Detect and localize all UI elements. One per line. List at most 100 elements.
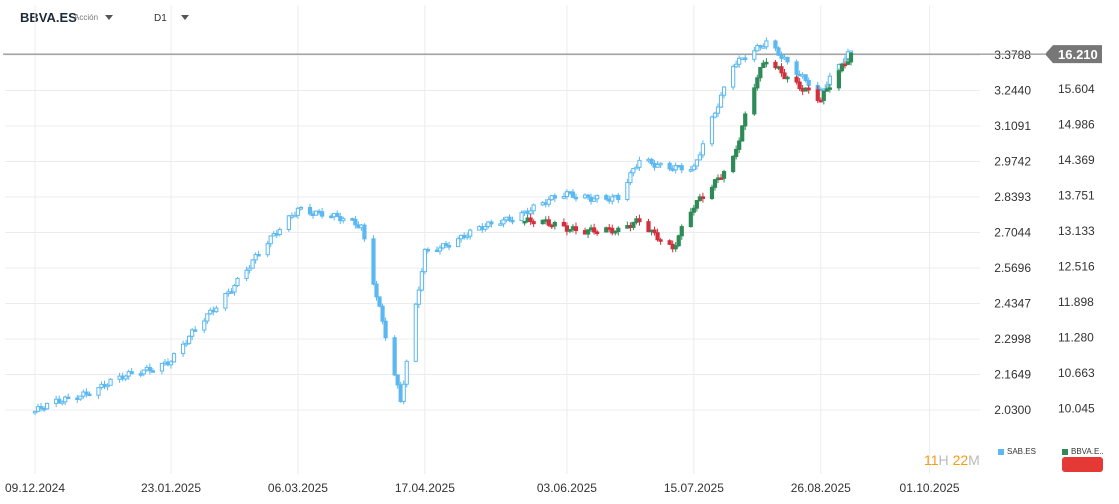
SAB.ES-candle: [731, 66, 736, 88]
SAB.ES-candle: [268, 235, 273, 245]
BBVA.ES-candle: [815, 89, 820, 101]
BBVA.ES-candle: [552, 221, 557, 227]
left-axis-tick: 3.2440: [994, 83, 1031, 97]
SAB.ES-candle: [57, 398, 62, 404]
SAB.ES-candle: [697, 154, 702, 161]
SAB.ES-candle: [519, 212, 524, 222]
SAB.ES-candle: [715, 106, 721, 114]
symbol-dropdown-icon[interactable]: [105, 15, 113, 20]
SAB.ES-candle: [531, 204, 536, 212]
BBVA.ES-candle: [595, 231, 600, 235]
SAB.ES-candle: [528, 210, 533, 215]
candle-timer: 11H 22M: [924, 452, 980, 468]
left-axis-tick: 2.8393: [994, 190, 1031, 204]
SAB.ES-candle: [755, 45, 760, 52]
right-axis-tick: 13.133: [1058, 224, 1095, 238]
SAB.ES-candle: [335, 212, 340, 217]
SAB.ES-candle: [564, 191, 570, 198]
BBVA.ES-candle: [531, 221, 536, 225]
SAB.ES-candle: [413, 303, 418, 362]
SAB.ES-candle: [159, 362, 165, 372]
legend-bbva-swatch: [1062, 448, 1068, 455]
SAB.ES-candle: [202, 320, 207, 331]
right-axis-tick: 10.663: [1058, 366, 1095, 380]
BBVA.ES-candle: [782, 72, 787, 80]
BBVA.ES-candle: [564, 225, 570, 232]
legend-sab[interactable]: SAB.ES: [998, 447, 1036, 456]
SAB.ES-candle: [737, 57, 742, 65]
SAB.ES-candle: [190, 329, 195, 337]
SAB.ES-candle: [66, 396, 71, 400]
SAB.ES-candle: [625, 182, 630, 200]
BBVA.ES-candle: [821, 90, 826, 101]
SAB.ES-candle: [510, 219, 515, 223]
left-axis-tick: 2.5696: [994, 261, 1031, 275]
SAB.ES-candle: [401, 383, 406, 402]
SAB.ES-candle: [374, 283, 379, 298]
SAB.ES-candle: [773, 40, 778, 49]
BBVA.ES-candle: [836, 70, 842, 89]
SAB.ES-candle: [171, 353, 177, 363]
right-axis-tick: 13.751: [1058, 188, 1095, 202]
SAB.ES-candle: [483, 226, 488, 230]
SAB.ES-candle: [108, 378, 113, 386]
SAB.ES-candle: [468, 229, 473, 237]
left-axis-tick: 3.1091: [994, 119, 1031, 133]
SAB.ES-candle: [507, 216, 512, 221]
BBVA.ES-candle: [676, 235, 681, 247]
right-axis-tick: 15.604: [1058, 82, 1095, 96]
timer-minutes-unit: M: [968, 452, 980, 468]
SAB.ES-candle: [235, 277, 240, 287]
SAB.ES-candle: [552, 195, 557, 199]
x-axis-tick: 01.10.2025: [900, 481, 960, 495]
SAB.ES-candle: [658, 162, 663, 166]
symbol-type: Acción: [74, 13, 99, 22]
timer-hours: 11: [924, 452, 939, 468]
left-axis-tick: 3.3788: [994, 48, 1031, 62]
SAB.ES-candle: [761, 46, 766, 49]
BBVA.ES-candle: [616, 227, 621, 232]
SAB.ES-candle: [631, 167, 636, 174]
SAB.ES-candle: [437, 247, 443, 252]
BBVA.ES-candle: [522, 220, 527, 224]
right-axis-tick: 12.516: [1058, 259, 1095, 273]
BBVA.ES-candle: [773, 61, 778, 69]
SAB.ES-candle: [205, 313, 210, 322]
timeframe-dropdown-icon[interactable]: [181, 15, 189, 20]
BBVA.ES-candle: [694, 200, 699, 209]
BBVA.ES-candle: [573, 226, 579, 232]
BBVA.ES-candle: [652, 229, 657, 234]
BBVA.ES-candle: [528, 217, 533, 223]
SAB.ES-candle: [292, 214, 298, 218]
BBVA.ES-candle: [764, 61, 769, 65]
SAB.ES-candle: [456, 238, 461, 248]
SAB.ES-candle: [214, 307, 219, 313]
SAB.ES-candle: [380, 305, 385, 322]
BBVA.ES-candle: [646, 221, 651, 233]
legend-bbva[interactable]: BBVA.E..: [1062, 447, 1104, 456]
SAB.ES-candle: [371, 238, 376, 285]
SAB.ES-candle: [585, 194, 591, 198]
BBVA.ES-candle: [613, 230, 618, 234]
BBVA.ES-candle: [797, 81, 802, 90]
SAB.ES-candle: [419, 271, 424, 291]
SAB.ES-candle: [604, 195, 609, 200]
BBVA.ES-candle: [827, 87, 832, 90]
BBVA.ES-candle: [679, 226, 684, 237]
BBVA.ES-candle: [604, 227, 609, 233]
SAB.ES-candle: [446, 245, 452, 248]
chart-header: BBVA.ES Acción D1: [0, 0, 1119, 36]
timeframe-label[interactable]: D1: [154, 13, 167, 24]
SAB.ES-candle: [743, 57, 748, 60]
SAB.ES-candle: [616, 194, 621, 200]
symbol-name[interactable]: BBVA.ES: [20, 10, 77, 25]
SAB.ES-candle: [498, 223, 503, 226]
SAB.ES-candle: [721, 86, 727, 96]
SAB.ES-candle: [383, 320, 388, 339]
right-axis-tick: 10.045: [1058, 401, 1095, 415]
SAB.ES-candle: [84, 391, 89, 395]
SAB.ES-candle: [655, 164, 660, 168]
bbva-badge[interactable]: [1062, 457, 1103, 472]
SAB.ES-candle: [147, 366, 152, 372]
